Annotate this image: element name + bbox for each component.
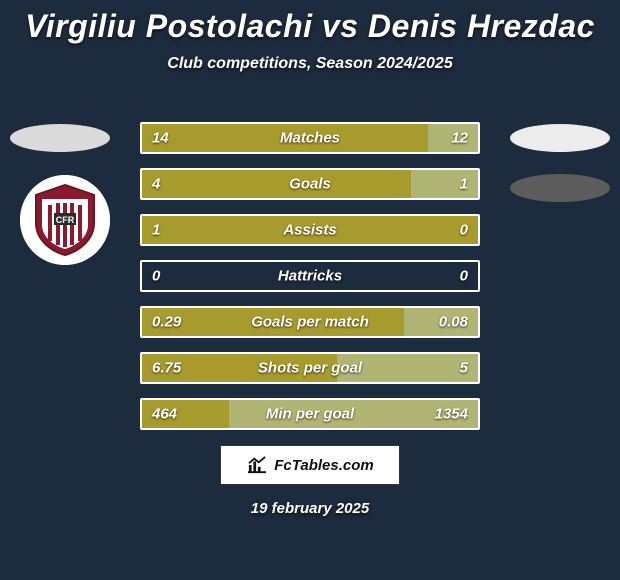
stat-label: Goals <box>142 176 478 193</box>
stats-container: 1412Matches 41Goals 10Assists 00Hattricks 0.… <box>140 122 480 444</box>
footer-brand: FcTables.com <box>220 445 400 485</box>
stat-label: Min per goal <box>142 406 478 423</box>
vs-label: vs <box>322 8 359 44</box>
subtitle: Club competitions, Season 2024/2025 <box>0 55 620 73</box>
player2-club-placeholder <box>510 174 610 202</box>
page-title: Virgiliu Postolachi vs Denis Hrezdac <box>0 0 620 45</box>
stat-label: Goals per match <box>142 314 478 331</box>
stat-row: 00Hattricks <box>140 260 480 292</box>
player1-club-badge: CFR <box>20 175 110 265</box>
chart-icon <box>246 456 268 474</box>
stat-label: Hattricks <box>142 268 478 285</box>
player1-name: Virgiliu Postolachi <box>25 8 312 44</box>
stat-row: 1412Matches <box>140 122 480 154</box>
stat-label: Assists <box>142 222 478 239</box>
svg-text:CFR: CFR <box>56 215 75 225</box>
stat-label: Matches <box>142 130 478 147</box>
club-crest-icon: CFR <box>32 183 98 257</box>
footer-brand-text: FcTables.com <box>274 457 373 474</box>
stat-row: 4641354Min per goal <box>140 398 480 430</box>
player2-photo-placeholder <box>510 124 610 152</box>
player1-photo-placeholder <box>10 124 110 152</box>
date-label: 19 february 2025 <box>0 500 620 517</box>
stat-row: 6.755Shots per goal <box>140 352 480 384</box>
comparison-infographic: Virgiliu Postolachi vs Denis Hrezdac Clu… <box>0 0 620 580</box>
stat-label: Shots per goal <box>142 360 478 377</box>
player2-name: Denis Hrezdac <box>368 8 595 44</box>
stat-row: 10Assists <box>140 214 480 246</box>
stat-row: 41Goals <box>140 168 480 200</box>
stat-row: 0.290.08Goals per match <box>140 306 480 338</box>
